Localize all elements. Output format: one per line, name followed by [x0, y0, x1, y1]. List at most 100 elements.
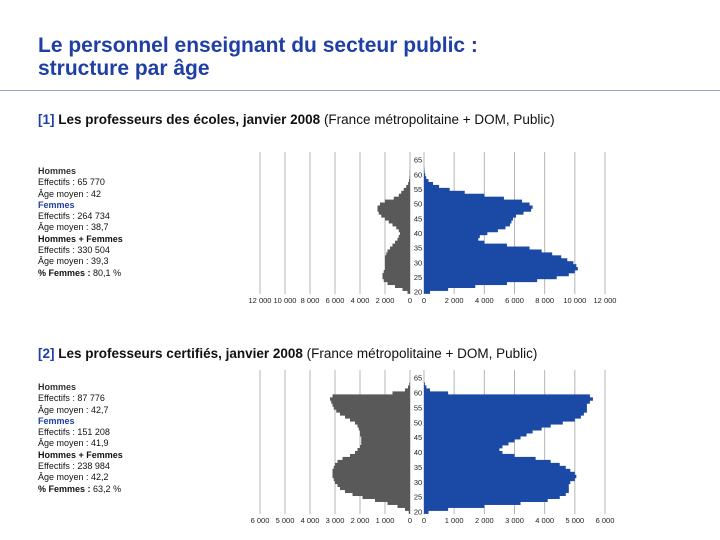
section-2-stats: Hommes Effectifs : 87 776 Âge moyen : 42…: [38, 382, 123, 495]
stats-total-age: Âge moyen : 42,2: [38, 472, 109, 483]
bar-femmes-32: [424, 255, 562, 259]
bar-femmes-49: [424, 205, 533, 209]
bar-femmes-40: [424, 450, 503, 455]
bar-femmes-52: [424, 196, 504, 200]
bar-femmes-38: [424, 456, 536, 461]
bar-femmes-23: [424, 501, 521, 505]
x-tick-label-left: 2 000: [351, 516, 370, 525]
bar-hommes-35: [333, 465, 410, 470]
x-tick-label-right: 6 000: [596, 516, 615, 525]
bar-hommes-38: [342, 456, 410, 461]
bar-femmes-32: [424, 474, 577, 479]
bar-hommes-23: [387, 501, 410, 505]
bar-hommes-43: [361, 442, 410, 446]
x-tick-label-right: 12 000: [594, 296, 617, 305]
bar-hommes-59: [332, 394, 410, 398]
bar-femmes-22: [424, 284, 476, 288]
bar-hommes-24: [383, 278, 410, 283]
bar-hommes-27: [345, 489, 410, 494]
section-2-heading: [2] Les professeurs certifiés, janvier 2…: [38, 346, 537, 361]
bar-hommes-59: [409, 176, 410, 180]
bar-femmes-24: [424, 278, 538, 283]
bar-femmes-20: [424, 510, 429, 514]
x-tick-label-left: 3 000: [326, 516, 345, 525]
age-tick-label: 30: [414, 478, 422, 487]
bar-hommes-43: [392, 223, 410, 227]
bar-femmes-54: [424, 190, 465, 195]
bar-hommes-45: [361, 436, 410, 440]
bar-femmes-37: [424, 459, 551, 464]
bar-femmes-47: [424, 211, 524, 215]
bar-hommes-28: [340, 486, 410, 491]
bar-femmes-35: [424, 465, 566, 470]
bar-hommes-20: [407, 290, 410, 294]
bar-femmes-49: [424, 424, 551, 428]
x-tick-label-left: 0: [408, 296, 412, 305]
section-1-stats: Hommes Effectifs : 65 770 Âge moyen : 42…: [38, 166, 123, 279]
bar-femmes-27: [424, 270, 575, 274]
stats-pct-label: % Femmes :: [38, 267, 91, 278]
bar-hommes-31: [333, 477, 410, 482]
bar-hommes-33: [386, 252, 410, 256]
age-tick-label: 65: [414, 374, 422, 383]
age-tick-label: 40: [414, 229, 422, 238]
bar-femmes-59: [424, 176, 427, 180]
x-tick-label-left: 6 000: [326, 296, 345, 305]
stats-total-age: Âge moyen : 39,3: [38, 256, 109, 267]
section-1-number: [1]: [38, 112, 55, 127]
x-tick-label-left: 12 000: [249, 296, 272, 305]
x-tick-label-right: 1 000: [445, 516, 464, 525]
x-tick-label-right: 0: [422, 516, 426, 525]
bar-hommes-26: [382, 272, 410, 277]
bar-hommes-46: [381, 214, 410, 218]
bar-hommes-42: [396, 226, 410, 230]
bar-femmes-28: [424, 486, 569, 491]
bar-hommes-41: [398, 228, 410, 233]
bar-femmes-48: [424, 208, 532, 212]
stats-pct-femmes: % Femmes : 63,2 %: [38, 484, 123, 495]
bar-hommes-42: [360, 445, 410, 449]
stats-femmes-label: Femmes: [38, 415, 75, 426]
bar-femmes-38: [424, 237, 479, 242]
bar-femmes-31: [424, 258, 568, 262]
bar-hommes-49: [377, 205, 410, 209]
x-tick-label-left: 8 000: [301, 296, 320, 305]
bar-femmes-57: [424, 182, 434, 186]
bar-femmes-58: [424, 397, 593, 401]
bar-hommes-36: [335, 462, 410, 467]
section-2-number: [2]: [38, 346, 55, 361]
bar-femmes-52: [424, 415, 581, 419]
x-tick-label-left: 5 000: [276, 516, 295, 525]
bar-hommes-34: [387, 249, 410, 253]
stats-hommes-label: Hommes: [38, 166, 77, 176]
stats-hommes-age: Âge moyen : 42: [38, 188, 102, 199]
bar-femmes-21: [424, 287, 449, 291]
bar-hommes-46: [360, 433, 410, 437]
bar-femmes-45: [424, 436, 521, 440]
bar-hommes-28: [385, 267, 410, 271]
stats-pct-value: 80,1 %: [93, 267, 122, 278]
x-tick-label-left: 6 000: [251, 516, 270, 525]
bar-hommes-50: [380, 202, 410, 206]
bar-femmes-44: [424, 439, 515, 443]
bar-femmes-22: [424, 504, 485, 508]
page-title-line-1: Le personnel enseignant du secteur publi…: [38, 34, 478, 57]
bar-hommes-52: [345, 415, 410, 419]
bar-femmes-27: [424, 489, 569, 494]
bar-hommes-56: [332, 403, 410, 407]
bar-hommes-25: [382, 275, 410, 280]
bar-hommes-31: [385, 258, 410, 262]
bar-hommes-32: [385, 255, 410, 259]
bar-femmes-41: [424, 447, 500, 452]
bar-hommes-57: [408, 182, 411, 186]
bar-femmes-36: [424, 243, 507, 247]
bar-hommes-33: [332, 471, 410, 476]
stats-hommes-effectifs: Effectifs : 65 770: [38, 177, 105, 188]
bar-femmes-53: [424, 193, 485, 198]
x-tick-label-right: 6 000: [505, 296, 524, 305]
x-tick-label-right: 2 000: [475, 516, 494, 525]
bar-femmes-41: [424, 228, 498, 233]
bar-hommes-63: [409, 382, 410, 386]
